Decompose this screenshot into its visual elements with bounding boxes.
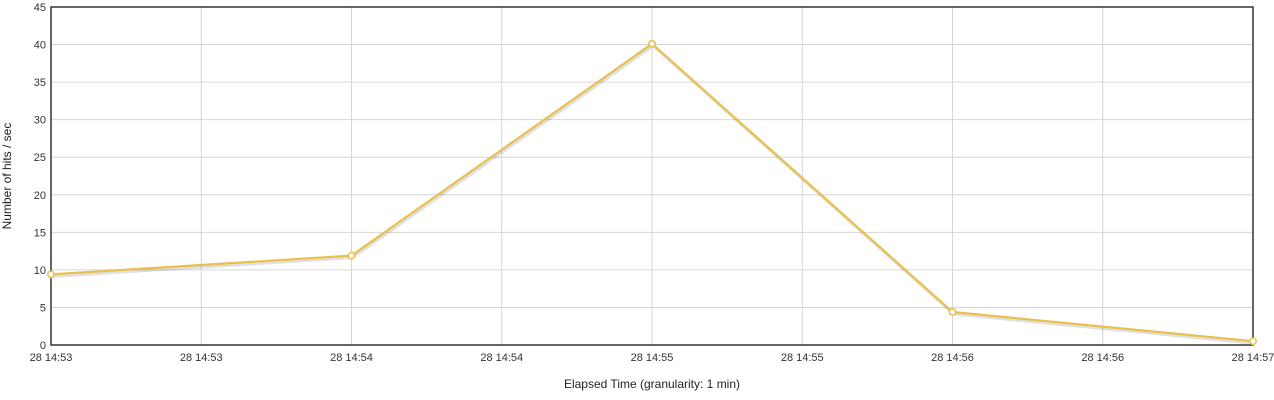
y-tick-label: 35 (34, 77, 46, 89)
data-point[interactable] (347, 251, 356, 260)
y-tick-label: 40 (34, 40, 46, 52)
x-tick-label: 28 14:57 (1232, 352, 1274, 364)
x-axis-ticks: 28 14:53 28 14:53 28 14:54 28 14:54 28 14:55… (30, 352, 1274, 364)
x-tick-label: 28 14:54 (330, 352, 373, 364)
y-tick-label: 5 (40, 302, 46, 314)
plot-area (50, 6, 1254, 346)
y-tick-label: 25 (34, 152, 46, 164)
series-layer (47, 39, 1257, 346)
x-tick-label: 28 14:54 (480, 352, 523, 364)
data-point[interactable] (47, 270, 55, 279)
data-point[interactable] (1249, 337, 1257, 346)
x-tick-label: 28 14:55 (781, 352, 824, 364)
y-axis-title: Number of hits / sec (0, 123, 14, 230)
x-tick-label: 28 14:53 (180, 352, 223, 364)
data-point[interactable] (948, 308, 957, 316)
y-tick-label: 10 (34, 265, 46, 277)
x-tick-label: 28 14:56 (931, 352, 974, 364)
grid (50, 6, 1254, 346)
y-tick-label: 45 (34, 2, 46, 14)
x-tick-label: 28 14:56 (1081, 352, 1124, 364)
x-axis-title: Elapsed Time (granularity: 1 min) (564, 377, 740, 391)
y-tick-label: 20 (34, 190, 46, 202)
data-point[interactable] (648, 39, 656, 48)
y-tick-label: 30 (34, 115, 46, 127)
x-tick-label: 28 14:53 (30, 352, 73, 364)
y-axis-ticks: 0 5 10 15 20 25 30 35 40 45 (34, 2, 46, 352)
x-tick-label: 28 14:55 (631, 352, 674, 364)
y-tick-label: 15 (34, 227, 46, 239)
y-tick-label: 0 (40, 340, 46, 352)
